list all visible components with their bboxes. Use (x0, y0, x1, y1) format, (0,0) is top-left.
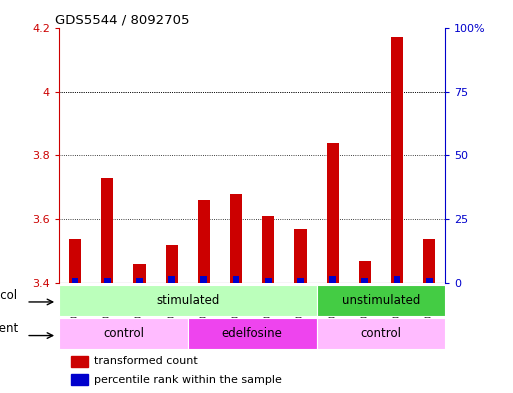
Bar (198, 200, 210, 283)
Bar (133, 264, 146, 283)
Text: stimulated: stimulated (156, 294, 220, 307)
Text: GDS5544 / 8092705: GDS5544 / 8092705 (55, 13, 190, 26)
Bar (426, 278, 432, 283)
Text: agent: agent (0, 322, 18, 335)
Text: control: control (103, 327, 144, 340)
Bar (317, 285, 445, 316)
Bar (393, 276, 400, 283)
Bar (201, 276, 207, 283)
Bar (262, 216, 274, 283)
Bar (265, 278, 271, 283)
Text: protocol: protocol (0, 289, 18, 302)
Bar (329, 276, 336, 283)
Bar (297, 278, 304, 283)
Bar (168, 276, 175, 283)
Bar (317, 318, 445, 349)
Bar (71, 375, 88, 385)
Bar (391, 37, 403, 283)
Text: transformed count: transformed count (94, 356, 198, 366)
Text: edelfosine: edelfosine (222, 327, 283, 340)
Bar (59, 318, 188, 349)
Bar (136, 278, 143, 283)
Bar (230, 194, 242, 283)
Bar (359, 261, 371, 283)
Text: control: control (361, 327, 401, 340)
Bar (423, 239, 436, 283)
Bar (326, 143, 339, 283)
Bar (166, 245, 178, 283)
Bar (188, 318, 317, 349)
Bar (71, 356, 88, 367)
Bar (69, 239, 81, 283)
Bar (233, 276, 240, 283)
Bar (72, 278, 78, 283)
Text: unstimulated: unstimulated (342, 294, 420, 307)
Bar (294, 229, 307, 283)
Bar (104, 278, 111, 283)
Bar (362, 278, 368, 283)
Text: percentile rank within the sample: percentile rank within the sample (94, 375, 282, 385)
Bar (59, 285, 317, 316)
Bar (101, 178, 113, 283)
